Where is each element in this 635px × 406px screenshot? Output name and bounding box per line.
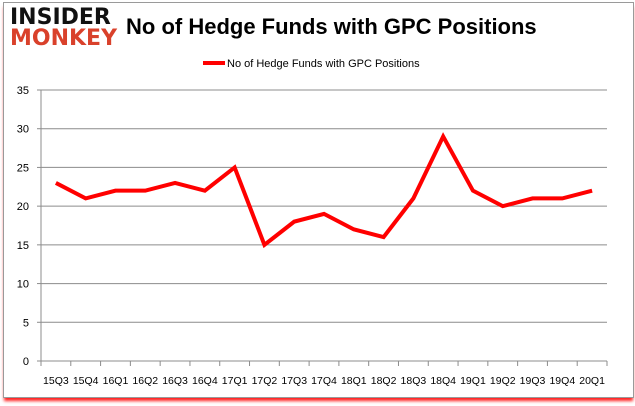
chart-title: No of Hedge Funds with GPC Positions <box>126 14 537 39</box>
y-tick-label: 5 <box>23 317 29 329</box>
x-tick-label: 17Q1 <box>222 375 248 387</box>
x-tick-label: 19Q4 <box>549 375 575 387</box>
chart-frame: INSIDER MONKEY No of Hedge Funds with GP… <box>3 2 634 398</box>
x-tick-label: 19Q3 <box>520 375 546 387</box>
x-tick-label: 19Q1 <box>460 375 486 387</box>
series-line <box>56 136 592 244</box>
x-tick-label: 17Q3 <box>281 375 307 387</box>
x-tick-label: 20Q1 <box>579 375 605 387</box>
x-tick-label: 18Q1 <box>341 375 367 387</box>
y-tick-label: 25 <box>17 162 29 174</box>
x-tick-label: 15Q4 <box>73 375 99 387</box>
x-tick-label: 17Q4 <box>311 375 337 387</box>
x-tick-label: 18Q2 <box>371 375 397 387</box>
x-tick-label: 15Q3 <box>43 375 69 387</box>
y-tick-label: 0 <box>23 356 29 368</box>
y-tick-label: 35 <box>17 85 29 97</box>
legend-label: No of Hedge Funds with GPC Positions <box>227 58 420 70</box>
x-tick-label: 16Q1 <box>103 375 129 387</box>
y-tick-label: 30 <box>17 124 29 136</box>
y-tick-label: 20 <box>17 201 29 213</box>
x-tick-label: 17Q2 <box>252 375 278 387</box>
x-tick-label: 16Q2 <box>132 375 158 387</box>
y-tick-label: 15 <box>17 240 29 252</box>
y-tick-label: 10 <box>17 279 29 291</box>
x-tick-label: 16Q4 <box>192 375 218 387</box>
x-tick-label: 19Q2 <box>490 375 516 387</box>
x-tick-label: 18Q4 <box>430 375 456 387</box>
x-tick-label: 18Q3 <box>401 375 427 387</box>
x-tick-label: 16Q3 <box>162 375 188 387</box>
